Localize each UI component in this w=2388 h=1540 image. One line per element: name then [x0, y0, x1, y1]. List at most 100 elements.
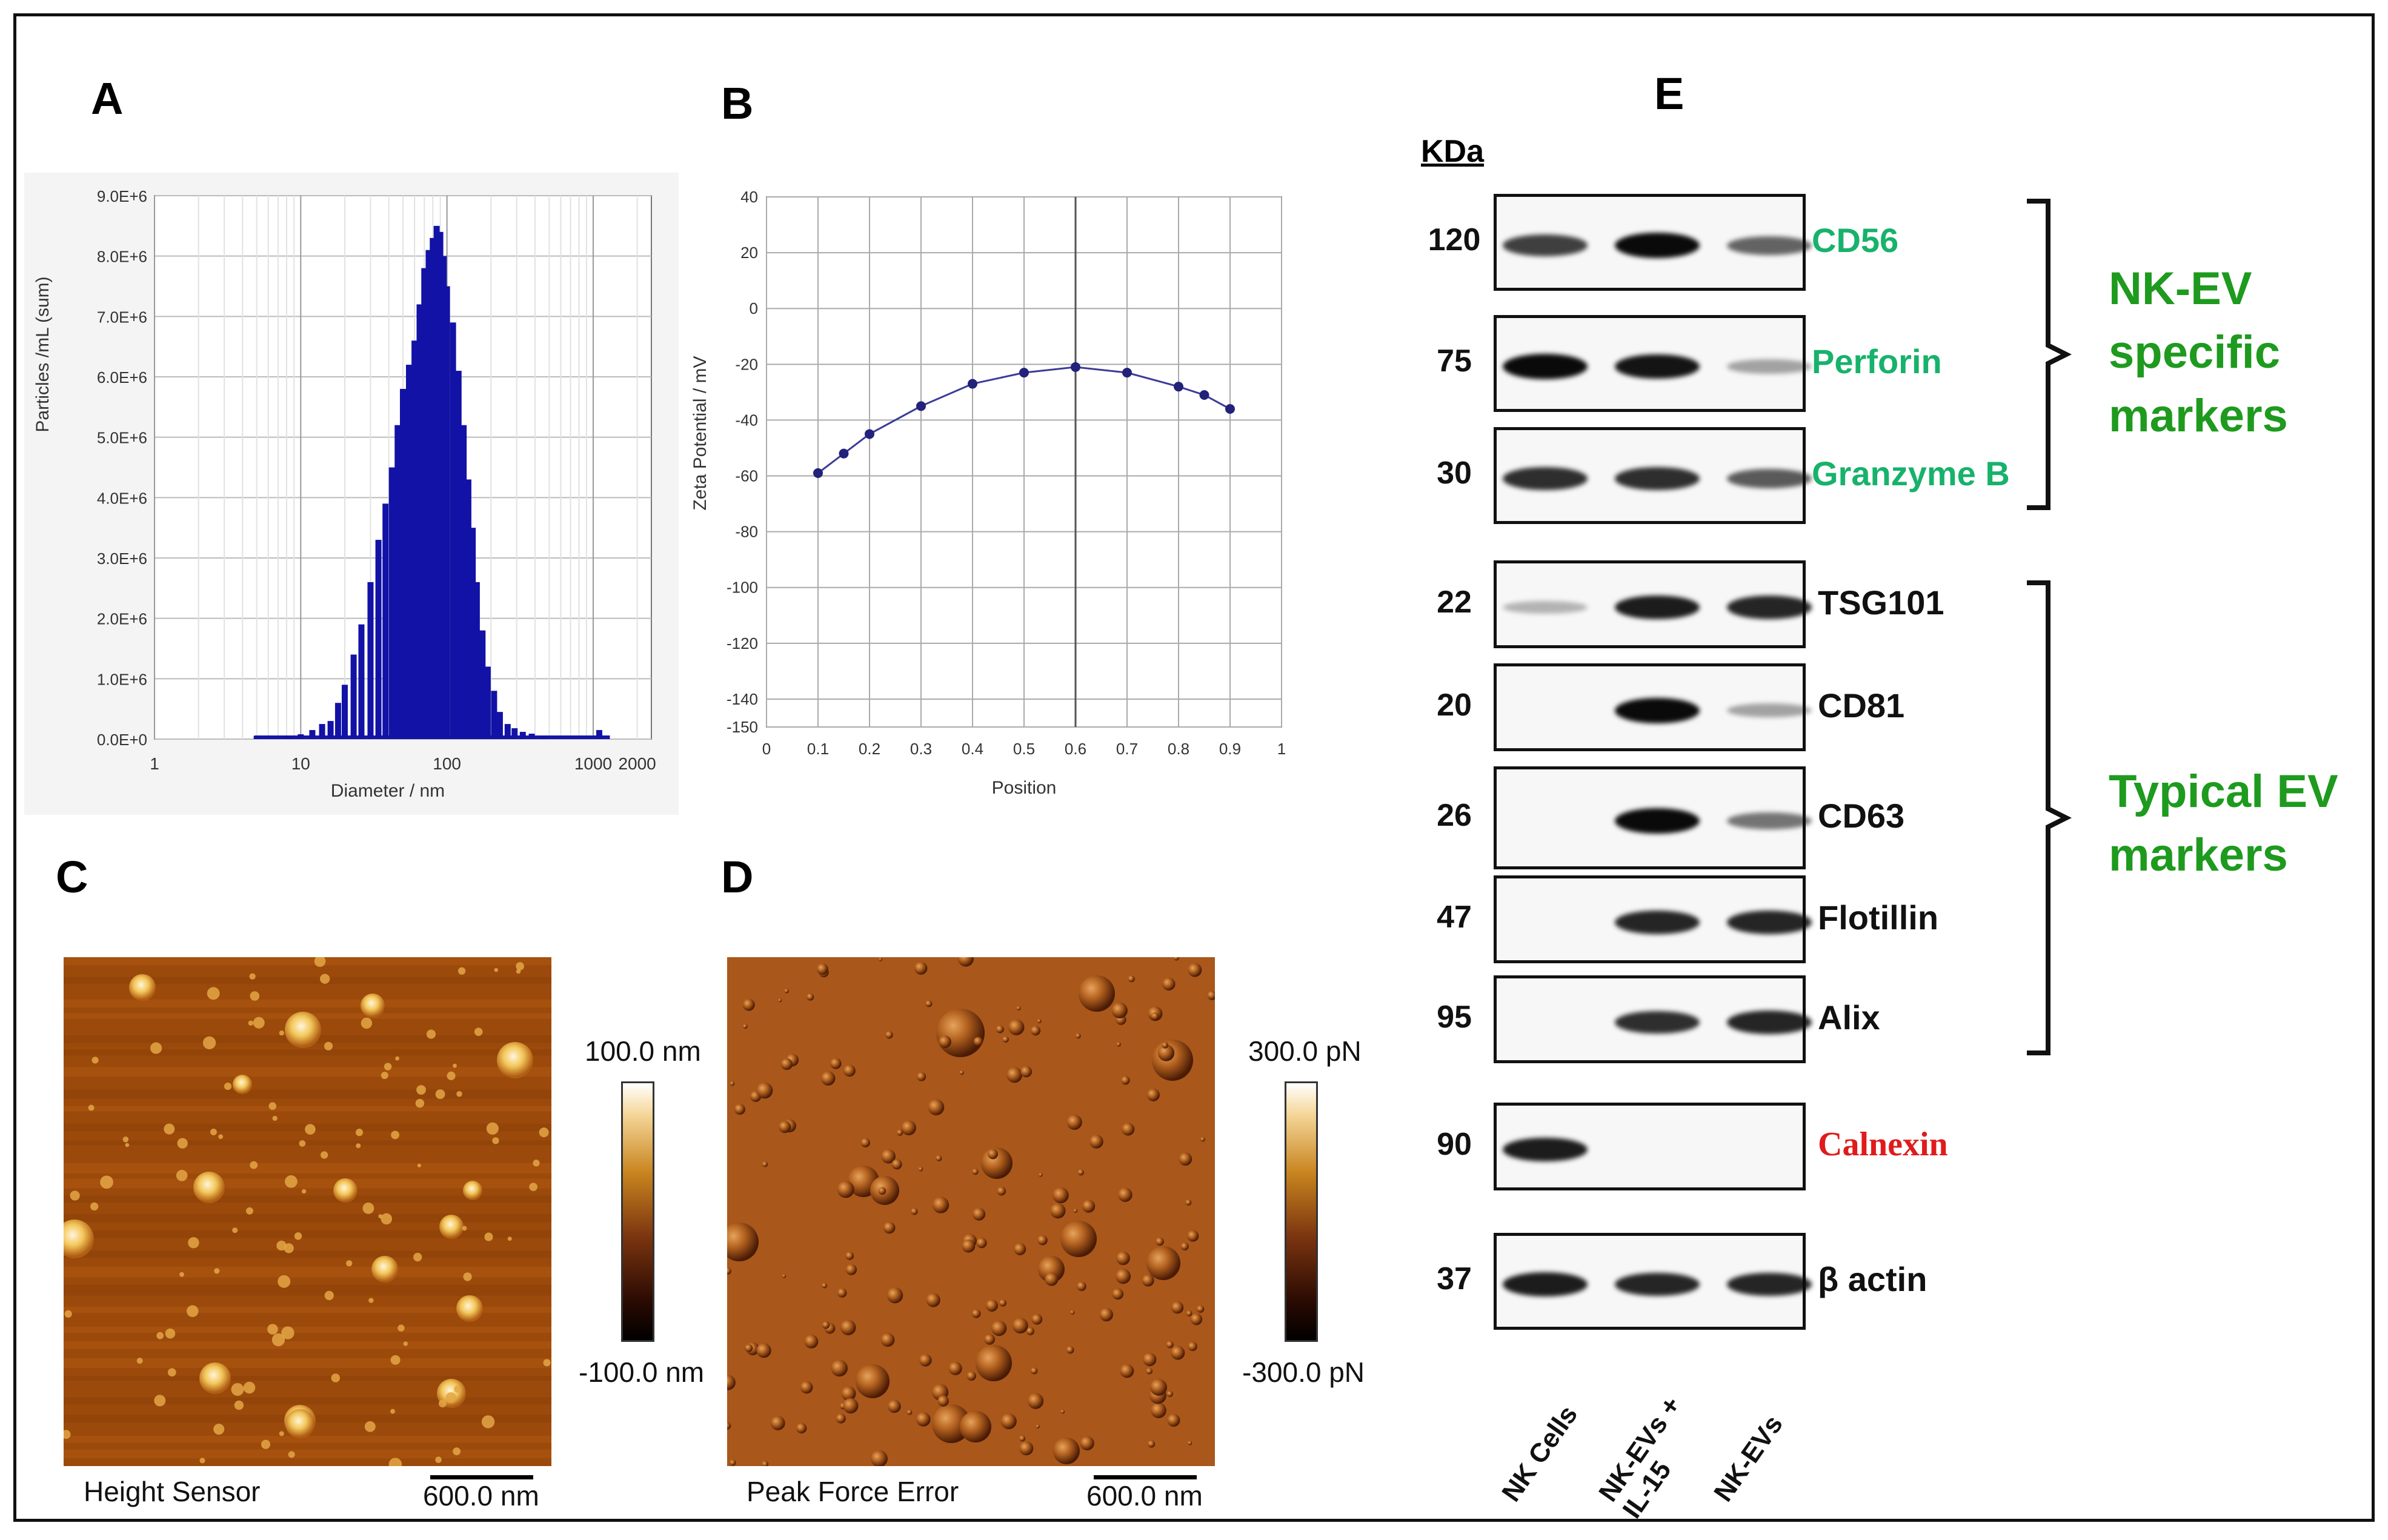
vesicle [1020, 1066, 1033, 1078]
vesicle [1188, 963, 1202, 977]
vesicle [279, 1031, 284, 1036]
scan-line [64, 1089, 551, 1099]
vesicle [294, 1232, 302, 1240]
vesicle [1156, 1237, 1164, 1246]
band [1615, 1011, 1700, 1034]
scan-line [64, 1106, 551, 1112]
vesicle [1019, 1435, 1026, 1442]
peak-force-colorbar [1285, 1081, 1318, 1342]
band [1727, 911, 1812, 934]
vesicle [481, 1415, 495, 1429]
vesicle [991, 1320, 1007, 1336]
vesicle [301, 1189, 307, 1194]
band [1727, 596, 1812, 619]
blot-cd81 [1494, 663, 1812, 751]
vesicle [756, 1343, 771, 1358]
vesicle [1196, 1305, 1205, 1313]
vesicle [1012, 1318, 1028, 1334]
vesicle [214, 1268, 220, 1274]
y-tick-label: 0 [750, 299, 758, 317]
histogram-bar [421, 268, 428, 740]
vesicle [845, 1252, 854, 1260]
vesicle [1082, 1200, 1096, 1213]
vesicle [91, 1057, 99, 1064]
vesicle [539, 1127, 549, 1138]
marker-label: TSG101 [1818, 583, 1944, 622]
histogram-bar [400, 388, 406, 739]
vesicle [1073, 1209, 1078, 1213]
vesicle [462, 1226, 467, 1231]
vesicle [391, 1130, 399, 1140]
vesicle [250, 991, 260, 1001]
kda-value: 37 [1437, 1261, 1472, 1296]
blot-granzyme-b [1494, 427, 1812, 524]
vesicle [543, 1359, 551, 1367]
vesicle [1099, 1308, 1113, 1322]
vesicle [362, 1203, 374, 1214]
vesicle [288, 1451, 295, 1458]
vesicle [1008, 1019, 1025, 1035]
vesicle [390, 1409, 396, 1414]
vesicle [1053, 1438, 1080, 1464]
data-point [968, 379, 977, 389]
vesicle [474, 1027, 483, 1036]
vesicle [231, 1382, 244, 1396]
vesicle [261, 1439, 271, 1449]
vesicle [779, 1121, 791, 1133]
vesicle [1039, 1172, 1043, 1177]
x-tick-label: 0.5 [1013, 740, 1035, 758]
vesicle [486, 1122, 499, 1135]
vesicle [435, 1089, 445, 1100]
vesicle [1118, 1187, 1132, 1202]
panel-label-e: E [1654, 68, 1685, 119]
vesicle [886, 1287, 903, 1304]
vesicle [456, 1091, 462, 1097]
scan-line [64, 977, 551, 984]
vesicle [331, 1373, 341, 1382]
scan-line [64, 1326, 551, 1333]
vesicle [804, 1335, 819, 1349]
vesicle [837, 1181, 854, 1198]
vesicle [916, 1412, 931, 1427]
vesicle [1060, 1221, 1097, 1257]
afm-peak-force-image [727, 957, 1215, 1466]
vesicle [199, 1362, 231, 1394]
vesicle [817, 963, 828, 975]
vesicle [742, 998, 755, 1011]
vesicle [901, 1120, 916, 1135]
vesicle [1037, 1018, 1042, 1023]
vesicle [435, 1456, 442, 1463]
vesicle [845, 1264, 857, 1275]
vesicle [381, 1213, 393, 1225]
x-tick-label: 0.7 [1116, 740, 1138, 758]
vesicle [438, 1399, 447, 1408]
afm-height-caption: Height Sensor [84, 1476, 261, 1507]
x-tick-label: 1000 [574, 754, 612, 773]
data-point [1225, 404, 1235, 414]
scan-line [64, 1250, 551, 1258]
vesicle [1146, 1367, 1152, 1375]
panel-label-a: A [91, 73, 124, 124]
data-point [1199, 390, 1209, 400]
vesicle [856, 1364, 890, 1398]
vesicle [936, 1155, 942, 1161]
vesicle [1167, 1413, 1180, 1427]
vesicle [324, 1041, 333, 1050]
vesicle [333, 1178, 358, 1203]
vesicle [314, 957, 326, 967]
vesicle [1162, 1041, 1169, 1049]
vesicle [234, 1400, 244, 1410]
marker-label: CD81 [1818, 686, 1905, 725]
vesicle [936, 1009, 985, 1057]
vesicle [319, 974, 330, 984]
histogram-bar [511, 728, 518, 739]
vesicle [1207, 991, 1215, 1000]
vesicle [960, 1411, 991, 1442]
vesicle [154, 1395, 166, 1407]
vesicle [1142, 1274, 1154, 1287]
vesicle [1080, 1436, 1094, 1451]
vesicle [988, 1149, 998, 1160]
band [1727, 468, 1812, 489]
kda-value: 20 [1437, 687, 1472, 723]
vesicle [516, 969, 521, 974]
